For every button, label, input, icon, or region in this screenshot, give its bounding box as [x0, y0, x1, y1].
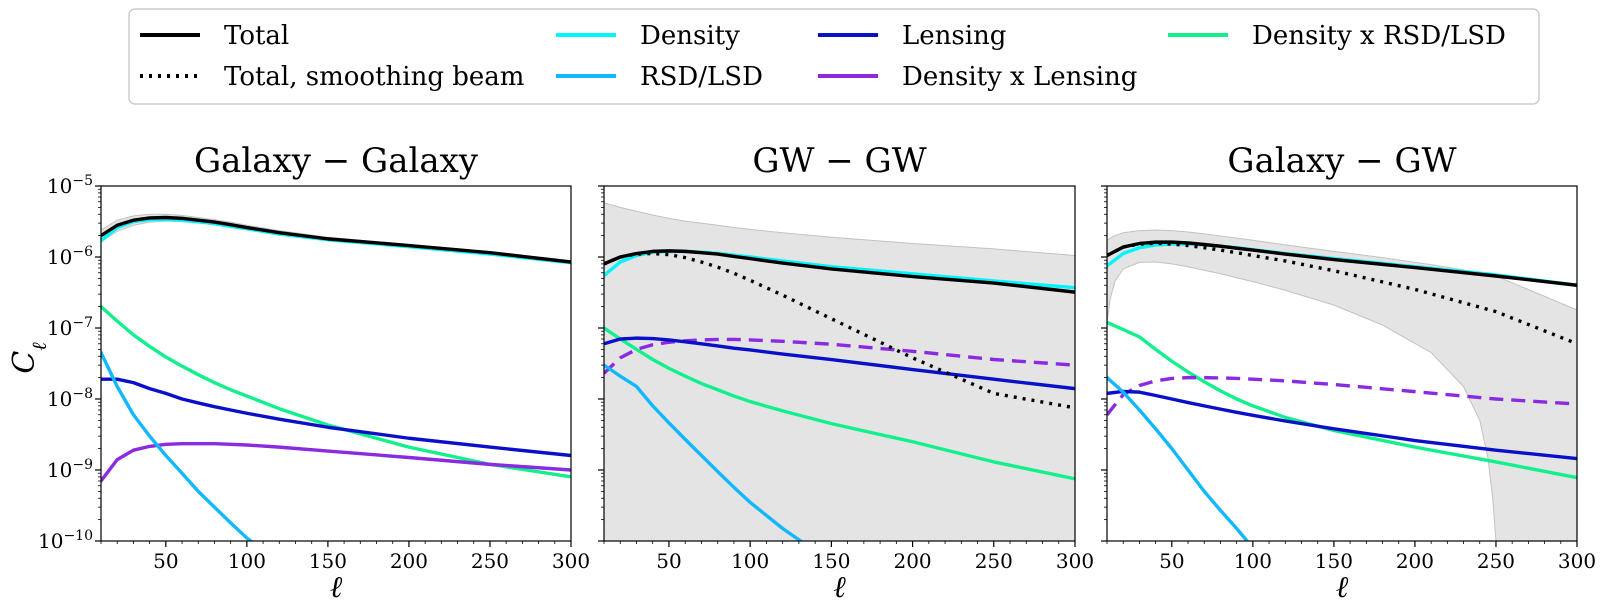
y-axis-label-subscript: ℓ: [27, 342, 51, 351]
y-tick-label: 10−5: [47, 173, 93, 198]
y-tick-label: 10−10: [38, 528, 93, 553]
x-tick-label: 100: [1234, 549, 1272, 573]
axes-frame: [603, 185, 1076, 542]
y-tick-base: 10: [47, 458, 72, 482]
legend-label: Total: [224, 21, 289, 51]
uncertainty-band: [604, 202, 1075, 541]
x-tick-label: 50: [1159, 549, 1184, 573]
legend-entry-total: Total: [140, 21, 289, 51]
axes-frame: [100, 185, 572, 542]
legend-label: Density x RSD/LSD: [1252, 21, 1506, 51]
x-axis-label: ℓ: [833, 570, 846, 605]
y-tick-exponent: −10: [63, 528, 93, 544]
legend-entry-density-x-lensing: Density x Lensing: [818, 62, 1137, 92]
uncertainty-band: [1107, 229, 1577, 541]
series-line-density-x-rsd-lsd: [1107, 320, 1577, 480]
legend-label: Density x Lensing: [902, 62, 1137, 92]
x-tick-label: 150: [309, 549, 347, 573]
y-tick-base: 10: [47, 174, 72, 198]
x-tick-label: 200: [1396, 549, 1434, 573]
x-tick-label: 150: [812, 549, 850, 573]
panel-3: Galaxy − GW 50 100 150 200 250 300 ℓ: [1101, 141, 1596, 605]
x-axis-label: ℓ: [330, 570, 343, 605]
x-axis-label: ℓ: [1336, 570, 1349, 605]
panel-title: Galaxy − Galaxy: [194, 141, 479, 181]
y-tick-base: 10: [47, 245, 72, 269]
series-line-lensing: [604, 336, 1075, 391]
x-tick-label: 300: [552, 549, 590, 573]
series-line-density-x-lensing-dashed: [604, 337, 1075, 375]
y-tick-exponent: −8: [72, 386, 93, 402]
series-line-total: [101, 215, 571, 264]
x-tick-label: 300: [1558, 549, 1596, 573]
axes-frame: [1106, 185, 1578, 542]
series-line-rsd-lsd: [1107, 375, 1250, 541]
y-axis-label-main: C: [7, 351, 42, 374]
x-tick-label: 150: [1315, 549, 1353, 573]
legend: Total Total, smoothing beam Density RSD/LSD…: [128, 8, 1540, 105]
x-tick-label: 300: [1056, 549, 1094, 573]
legend-entry-density: Density: [556, 21, 740, 51]
panel-2: GW − GW 50 100 150 200 250 300 ℓ: [598, 141, 1094, 605]
y-tick-base: 10: [47, 387, 72, 411]
y-tick-exponent: −5: [72, 173, 93, 189]
y-tick-label: 10−6: [47, 244, 93, 269]
series-line-total: [1107, 240, 1577, 287]
x-tick-label: 250: [471, 549, 509, 573]
legend-frame: [128, 8, 1540, 105]
series-line-rsd-lsd: [101, 350, 254, 541]
series-line-density-x-rsd-lsd: [604, 326, 1075, 481]
series-line-total-smoothing-beam-dotted: [604, 251, 1075, 410]
series-line-lensing: [101, 377, 571, 458]
series-line-density-x-lensing: [101, 441, 571, 483]
x-tick-label: 100: [228, 549, 266, 573]
x-tick-label: 200: [390, 549, 428, 573]
legend-label: Density: [640, 21, 740, 51]
x-tick-label: 200: [893, 549, 931, 573]
x-tick-label: 250: [975, 549, 1013, 573]
y-tick-label: 10−7: [47, 315, 93, 340]
y-axis-label: Cℓ: [7, 342, 51, 374]
y-tick-exponent: −9: [72, 457, 93, 473]
y-tick-label: 10−8: [47, 386, 93, 411]
series-line-lensing: [1107, 389, 1577, 461]
legend-entry-lensing: Lensing: [818, 21, 1006, 51]
y-tick-exponent: −6: [72, 244, 93, 260]
series-line-density-x-lensing-dashed: [1107, 375, 1577, 416]
x-tick-label: 50: [656, 549, 681, 573]
y-tick-exponent: −7: [72, 315, 93, 331]
x-tick-label: 250: [1477, 549, 1515, 573]
panel-title: Galaxy − GW: [1227, 141, 1456, 181]
x-tick-label: 100: [731, 549, 769, 573]
series-line-total: [604, 249, 1075, 294]
series-line-density-x-rsd-lsd: [101, 304, 571, 479]
y-tick-label: 10−9: [47, 457, 93, 482]
legend-entry-rsd-lsd: RSD/LSD: [556, 62, 763, 92]
legend-entry-total-smoothing-beam: Total, smoothing beam: [140, 62, 524, 92]
legend-label: Lensing: [902, 21, 1006, 51]
x-tick-label: 50: [153, 549, 178, 573]
legend-label: Total, smoothing beam: [224, 62, 524, 92]
y-tick-base: 10: [38, 529, 63, 553]
y-tick-base: 10: [47, 316, 72, 340]
series-line-rsd-lsd: [604, 363, 804, 541]
legend-entry-density-x-rsd-lsd: Density x RSD/LSD: [1168, 21, 1506, 51]
legend-label: RSD/LSD: [640, 62, 763, 92]
panel-title: GW − GW: [752, 141, 926, 181]
